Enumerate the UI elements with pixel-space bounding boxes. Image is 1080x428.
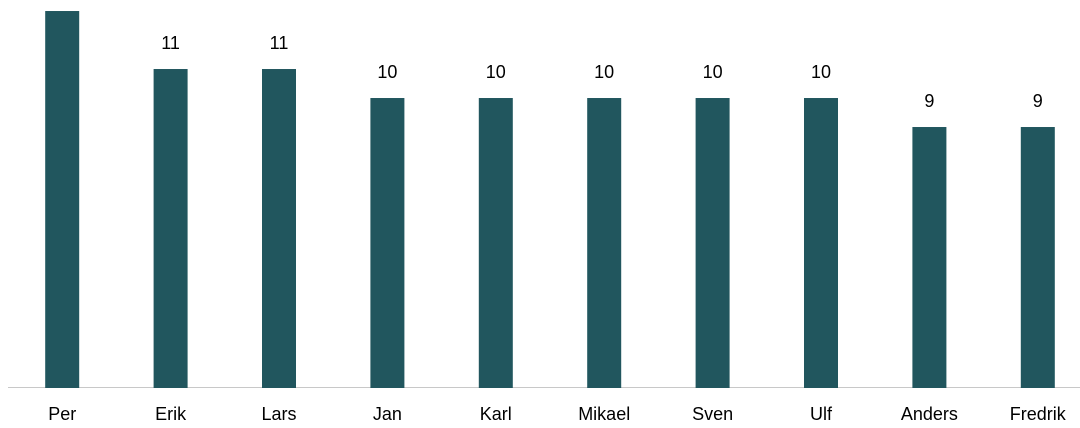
data-label: 10 bbox=[703, 62, 723, 82]
bar bbox=[1020, 127, 1055, 388]
x-tick-label: Per bbox=[48, 404, 76, 424]
data-label: 9 bbox=[1033, 91, 1043, 111]
bar bbox=[695, 98, 730, 388]
data-label: 11 bbox=[270, 33, 289, 53]
data-label: 10 bbox=[594, 62, 614, 82]
x-tick-label: Erik bbox=[155, 404, 187, 424]
x-tick-label: Fredrik bbox=[1010, 404, 1067, 424]
x-tick-label: Lars bbox=[261, 404, 296, 424]
x-tick-label: Ulf bbox=[810, 404, 833, 424]
x-tick-label: Anders bbox=[901, 404, 958, 424]
data-label: 11 bbox=[161, 33, 180, 53]
bar bbox=[370, 98, 405, 388]
x-tick-label: Mikael bbox=[578, 404, 630, 424]
data-label: 10 bbox=[377, 62, 397, 82]
x-tick-label: Karl bbox=[480, 404, 512, 424]
data-label: 10 bbox=[811, 62, 831, 82]
bar bbox=[804, 98, 838, 388]
x-tick-label: Jan bbox=[373, 404, 402, 424]
bar bbox=[587, 98, 622, 388]
x-tick-label: Sven bbox=[692, 404, 733, 424]
bar bbox=[45, 11, 80, 388]
data-label: 9 bbox=[924, 91, 934, 111]
bar bbox=[478, 98, 513, 388]
data-label: 10 bbox=[486, 62, 506, 82]
bar bbox=[262, 69, 296, 388]
bar bbox=[153, 69, 188, 388]
bar bbox=[912, 127, 947, 388]
